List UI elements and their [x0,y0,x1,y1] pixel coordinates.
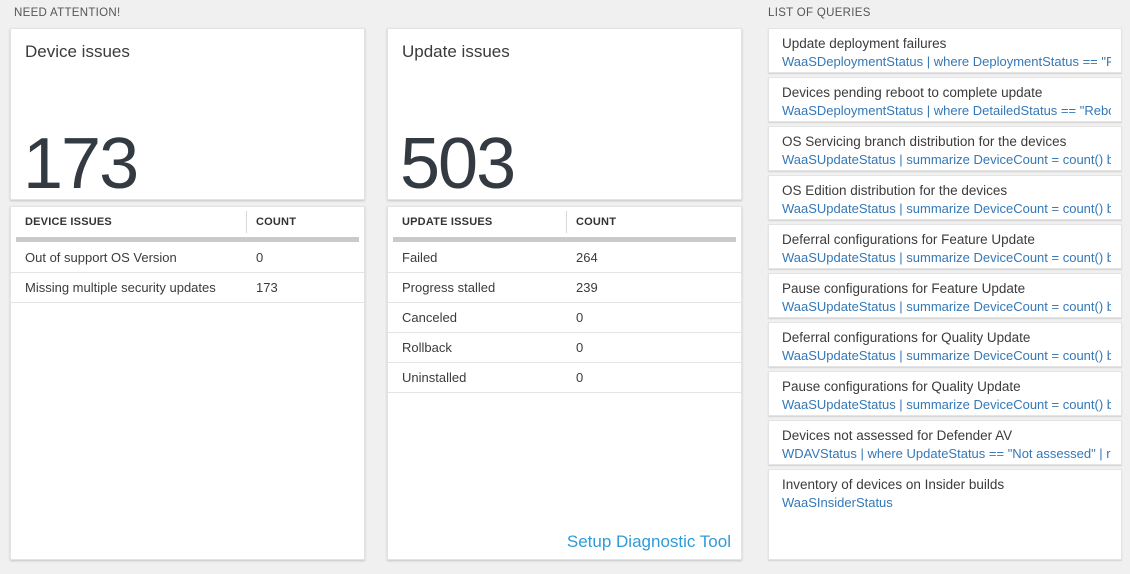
update-issues-tile[interactable]: Update issues 503 [387,28,742,204]
query-list-item[interactable]: Deferral configurations for Quality Upda… [768,322,1122,367]
setup-diagnostic-tool-link[interactable]: Setup Diagnostic Tool [566,532,731,551]
table-row[interactable]: Progress stalled 239 [388,273,741,303]
issue-label: Uninstalled [402,370,467,385]
issue-count: 0 [576,370,584,385]
update-issues-count: 503 [400,124,516,204]
table-header-shadow-bar [16,237,359,242]
query-snippet: WaaSUpdateStatus | summarize DeviceCount… [782,348,1111,363]
list-of-queries-header: LIST OF QUERIES [768,7,871,19]
column-divider [246,211,247,233]
query-snippet: WaaSUpdateStatus | summarize DeviceCount… [782,397,1111,412]
issue-count: 0 [576,310,584,325]
issue-count: 173 [256,280,278,295]
table-header-shadow-bar [393,237,736,242]
table-row[interactable]: Rollback 0 [388,333,741,363]
query-list-item[interactable]: Deferral configurations for Feature Upda… [768,224,1122,269]
query-snippet: WaaSUpdateStatus | summarize DeviceCount… [782,201,1111,216]
device-issues-table-header: DEVICE ISSUES COUNT [11,207,364,237]
query-snippet: WDAVStatus | where UpdateStatus == "Not … [782,446,1111,461]
table-row[interactable]: Out of support OS Version 0 [11,243,364,273]
query-snippet: WaaSInsiderStatus [782,495,893,510]
device-issues-tile[interactable]: Device issues 173 [10,28,365,204]
update-issues-rows: Failed 264 Progress stalled 239 Canceled… [388,243,741,393]
query-snippet: WaaSDeploymentStatus | where DetailedSta… [782,103,1111,118]
query-title: Pause configurations for Quality Update [782,379,1021,394]
query-list-item[interactable]: OS Servicing branch distribution for the… [768,126,1122,171]
device-issues-table: DEVICE ISSUES COUNT Out of support OS Ve… [10,206,365,560]
query-list-item[interactable]: Devices not assessed for Defender AV WDA… [768,420,1122,465]
issue-label: Missing multiple security updates [25,280,216,295]
device-issues-count: 173 [23,124,139,204]
issue-label: Canceled [402,310,457,325]
query-title: Devices pending reboot to complete updat… [782,85,1043,100]
device-issues-title: Device issues [25,42,130,61]
table-row[interactable]: Missing multiple security updates 173 [11,273,364,303]
query-title: Update deployment failures [782,36,947,51]
update-issues-title: Update issues [402,42,510,61]
device-issues-column-header: DEVICE ISSUES [25,216,112,228]
query-title: Deferral configurations for Feature Upda… [782,232,1035,247]
issue-count: 239 [576,280,598,295]
table-row[interactable]: Canceled 0 [388,303,741,333]
table-row[interactable]: Failed 264 [388,243,741,273]
update-issues-column-header: UPDATE ISSUES [402,216,493,228]
query-list-item[interactable]: Pause configurations for Quality Update … [768,371,1122,416]
update-issues-table: UPDATE ISSUES COUNT Failed 264 Progress … [387,206,742,560]
query-title: OS Edition distribution for the devices [782,183,1008,198]
query-title: Deferral configurations for Quality Upda… [782,330,1031,345]
update-issues-table-header: UPDATE ISSUES COUNT [388,207,741,237]
query-title: OS Servicing branch distribution for the… [782,134,1067,149]
query-title: Inventory of devices on Insider builds [782,477,1005,492]
query-list-item[interactable]: OS Edition distribution for the devices … [768,175,1122,220]
queries-list: Update deployment failures WaaSDeploymen… [768,28,1122,560]
need-attention-header: NEED ATTENTION! [14,7,121,19]
query-title: Pause configurations for Feature Update [782,281,1026,296]
issue-label: Failed [402,250,438,265]
query-snippet: WaaSDeploymentStatus | where DeploymentS… [782,54,1111,69]
query-list-item[interactable]: Devices pending reboot to complete updat… [768,77,1122,122]
query-list-item[interactable]: Update deployment failures WaaSDeploymen… [768,28,1122,73]
issue-count: 0 [576,340,584,355]
query-snippet: WaaSUpdateStatus | summarize DeviceCount… [782,152,1111,167]
query-title: Devices not assessed for Defender AV [782,428,1013,443]
issue-label: Rollback [402,340,452,355]
count-column-header: COUNT [256,216,297,228]
query-list-item[interactable]: Inventory of devices on Insider builds W… [768,469,1122,560]
query-list-item[interactable]: Pause configurations for Feature Update … [768,273,1122,318]
query-snippet: WaaSUpdateStatus | summarize DeviceCount… [782,250,1111,265]
device-issues-rows: Out of support OS Version 0 Missing mult… [11,243,364,303]
count-column-header: COUNT [576,216,617,228]
issue-label: Progress stalled [402,280,496,295]
table-row[interactable]: Uninstalled 0 [388,363,741,393]
issue-label: Out of support OS Version [25,250,177,265]
query-snippet: WaaSUpdateStatus | summarize DeviceCount… [782,299,1111,314]
issue-count: 264 [576,250,598,265]
column-divider [566,211,567,233]
issue-count: 0 [256,250,264,265]
